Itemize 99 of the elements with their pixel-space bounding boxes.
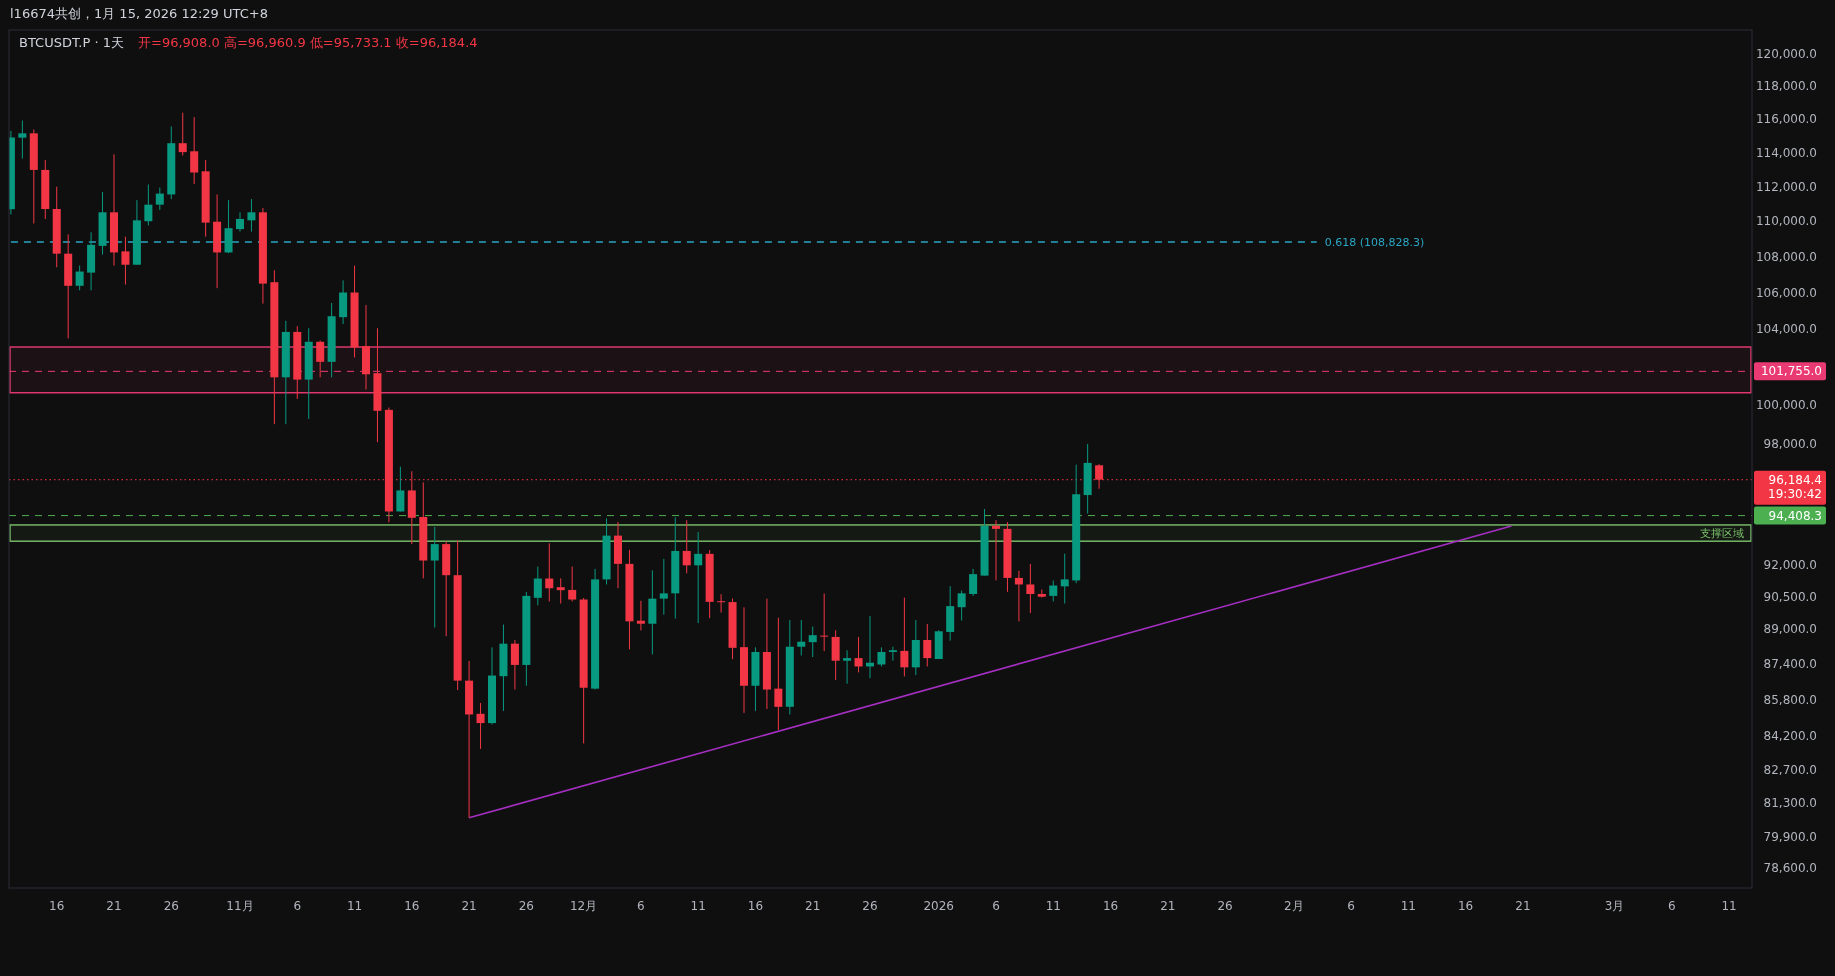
y-tick-label: 84,200.0 <box>1763 728 1817 743</box>
y-tick-label: 120,000.0 <box>1755 46 1817 61</box>
x-tick-label: 21 <box>1515 899 1531 913</box>
y-tick-label: 100,000.0 <box>1755 397 1817 412</box>
candlestick <box>1026 563 1035 614</box>
x-tick-label: 6 <box>637 899 645 913</box>
candlestick <box>1049 579 1058 602</box>
x-tick-label: 6 <box>1668 899 1676 913</box>
candlestick <box>190 116 199 185</box>
x-tick-label: 2月 <box>1284 899 1304 913</box>
candlestick <box>1060 553 1069 605</box>
y-tick-label: 114,000.0 <box>1755 145 1817 160</box>
x-tick-label: 21 <box>106 899 122 913</box>
candlestick <box>774 617 783 731</box>
x-tick-label: 6 <box>293 899 302 913</box>
x-tick-label: 26 <box>163 899 179 913</box>
candlestick <box>1014 570 1023 622</box>
y-tick-label: 87,400.0 <box>1763 657 1817 672</box>
candlestick <box>75 265 84 291</box>
candlestick <box>430 526 439 629</box>
x-tick-label: 11 <box>1045 899 1061 913</box>
y-tick-label: 112,000.0 <box>1755 179 1817 194</box>
candlestick <box>247 198 256 233</box>
candlestick <box>545 542 554 602</box>
band-label: 支撑区域 <box>1700 527 1744 541</box>
candlestick <box>476 702 485 750</box>
x-tick-label: 16 <box>1458 899 1474 913</box>
y-tick-label: 90,500.0 <box>1763 589 1817 604</box>
x-tick-label: 12月 <box>570 899 598 913</box>
candlestick <box>568 566 577 602</box>
candlestick <box>877 646 886 667</box>
candlestick <box>316 339 325 378</box>
candlestick <box>957 590 966 621</box>
text: l16674共创，1月 15, 2026 12:29 UTC+8 <box>10 6 268 21</box>
x-tick-label: 11 <box>1721 899 1737 913</box>
y-tick-label: 81,300.0 <box>1763 796 1817 811</box>
y-tick-label: 82,700.0 <box>1763 763 1817 778</box>
y-tick-label: 79,900.0 <box>1763 829 1817 844</box>
candlestick <box>923 623 932 667</box>
y-tick-label: 89,000.0 <box>1763 622 1817 637</box>
candlestick <box>121 236 130 286</box>
data-label: 0.618 (108,828.3) <box>1324 236 1425 249</box>
y-tick-label: 78,600.0 <box>1763 861 1817 876</box>
ref-line-label: 96,184.4 19:30:42 <box>1768 472 1822 501</box>
ref-line-label: 101,755.0 <box>1760 364 1822 379</box>
x-tick-label: 26 <box>862 899 878 913</box>
x-tick-label: 2026 <box>923 899 954 913</box>
y-tick-label: 108,000.0 <box>1755 249 1817 264</box>
x-tick-label: 11月 <box>226 899 254 913</box>
ref-line-label: 94,408.3 <box>1768 508 1822 523</box>
y-tick-label: 118,000.0 <box>1755 79 1817 94</box>
x-tick-label: 11 <box>346 899 363 913</box>
x-tick-label: 6 <box>1347 899 1355 913</box>
y-tick-label: 106,000.0 <box>1755 285 1817 300</box>
x-tick-label: 16 <box>49 899 65 913</box>
candlestick <box>694 531 703 624</box>
candlestick <box>533 566 542 606</box>
candlestick <box>155 187 164 211</box>
candlestick <box>843 649 852 685</box>
y-tick-label: 85,800.0 <box>1763 692 1817 707</box>
candlestick <box>556 577 565 605</box>
candlestick <box>854 636 863 673</box>
x-tick-label: 16 <box>1102 899 1119 913</box>
x-tick-label: 16 <box>404 899 420 913</box>
candlestick <box>991 519 1001 581</box>
y-tick-label: 110,000.0 <box>1755 214 1817 229</box>
candlestick <box>831 629 840 681</box>
y-tick-label: 104,000.0 <box>1755 322 1817 337</box>
candlestick <box>396 466 405 512</box>
candlestick <box>969 568 978 597</box>
candlestick <box>636 600 645 631</box>
x-tick-label: 16 <box>747 899 764 913</box>
candlestick <box>178 112 187 157</box>
chart-subtitle: 开=96,908.0 高=96,960.9 低=95,733.1 收=96,184.4 <box>138 35 478 50</box>
y-tick-label: 98,000.0 <box>1763 436 1817 451</box>
candlestick <box>144 183 153 226</box>
x-tick-label: 11 <box>690 899 706 913</box>
candlestick <box>235 211 245 233</box>
x-tick-label: 21 <box>805 899 821 913</box>
candlestick <box>888 646 897 662</box>
candlestick <box>682 519 691 574</box>
x-tick-label: 21 <box>461 899 477 913</box>
candlestick <box>808 626 817 658</box>
candlestick <box>510 639 519 691</box>
candlestick <box>900 597 909 677</box>
x-tick-label: 6 <box>992 899 1000 913</box>
candlestick <box>820 593 829 652</box>
candlestick <box>717 593 726 614</box>
chart-title: BTCUSDT.P · 1天 <box>19 35 124 50</box>
candlestick <box>659 558 668 616</box>
x-tick-label: 3月 <box>1604 899 1625 913</box>
candlestick <box>18 119 27 160</box>
x-tick-label: 26 <box>1217 899 1233 913</box>
x-tick-label: 26 <box>518 899 534 913</box>
y-tick-label: 116,000.0 <box>1755 112 1817 127</box>
candlestick <box>797 619 806 656</box>
y-tick-label: 92,000.0 <box>1763 558 1817 573</box>
x-tick-label: 21 <box>1160 899 1176 913</box>
x-tick-label: 11 <box>1400 899 1416 913</box>
